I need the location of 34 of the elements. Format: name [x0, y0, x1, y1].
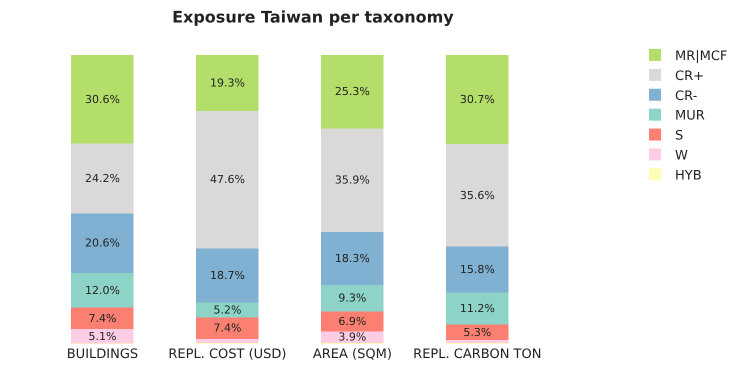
legend-label: CR-: [675, 88, 698, 104]
data-label: 18.3%: [334, 252, 370, 265]
data-label: 47.6%: [210, 173, 245, 186]
data-label: 9.3%: [338, 292, 366, 305]
data-label: 19.3%: [210, 76, 245, 90]
data-label: 7.4%: [213, 322, 242, 335]
x-tick-label: REPL. CARBON TON: [413, 347, 542, 362]
chart-title: Exposure Taiwan per taxonomy: [172, 7, 454, 26]
data-label: 18.7%: [210, 268, 245, 282]
x-tick-label: AREA (SQM): [312, 347, 392, 362]
legend-label: HYB: [675, 168, 702, 184]
data-label: 5.3%: [463, 326, 492, 339]
data-label: 24.2%: [85, 172, 120, 186]
data-label: 6.9%: [338, 315, 366, 328]
x-tick-label: REPL. COST (USD): [168, 347, 287, 362]
legend-label: W: [675, 148, 688, 164]
legend-label: MUR: [675, 108, 705, 124]
data-label: 12.0%: [85, 284, 120, 297]
data-label: 15.8%: [460, 262, 495, 276]
data-label: 5.1%: [88, 330, 116, 343]
data-label: 25.3%: [334, 85, 370, 98]
data-label: 35.6%: [460, 188, 495, 202]
data-label: 30.6%: [85, 92, 120, 106]
x-tick-label: BUILDINGS: [66, 347, 138, 362]
legend-label: CR+: [675, 68, 704, 84]
data-label: 30.7%: [460, 93, 495, 106]
data-label: 35.9%: [334, 174, 370, 187]
data-label: 11.2%: [460, 302, 495, 315]
data-label: 3.9%: [338, 330, 366, 344]
legend-label: S: [675, 128, 684, 144]
legend-label: MR|MCF: [675, 49, 728, 64]
data-label: 7.4%: [88, 312, 116, 325]
data-label: 20.6%: [85, 236, 120, 250]
data-label: 5.2%: [213, 303, 242, 316]
